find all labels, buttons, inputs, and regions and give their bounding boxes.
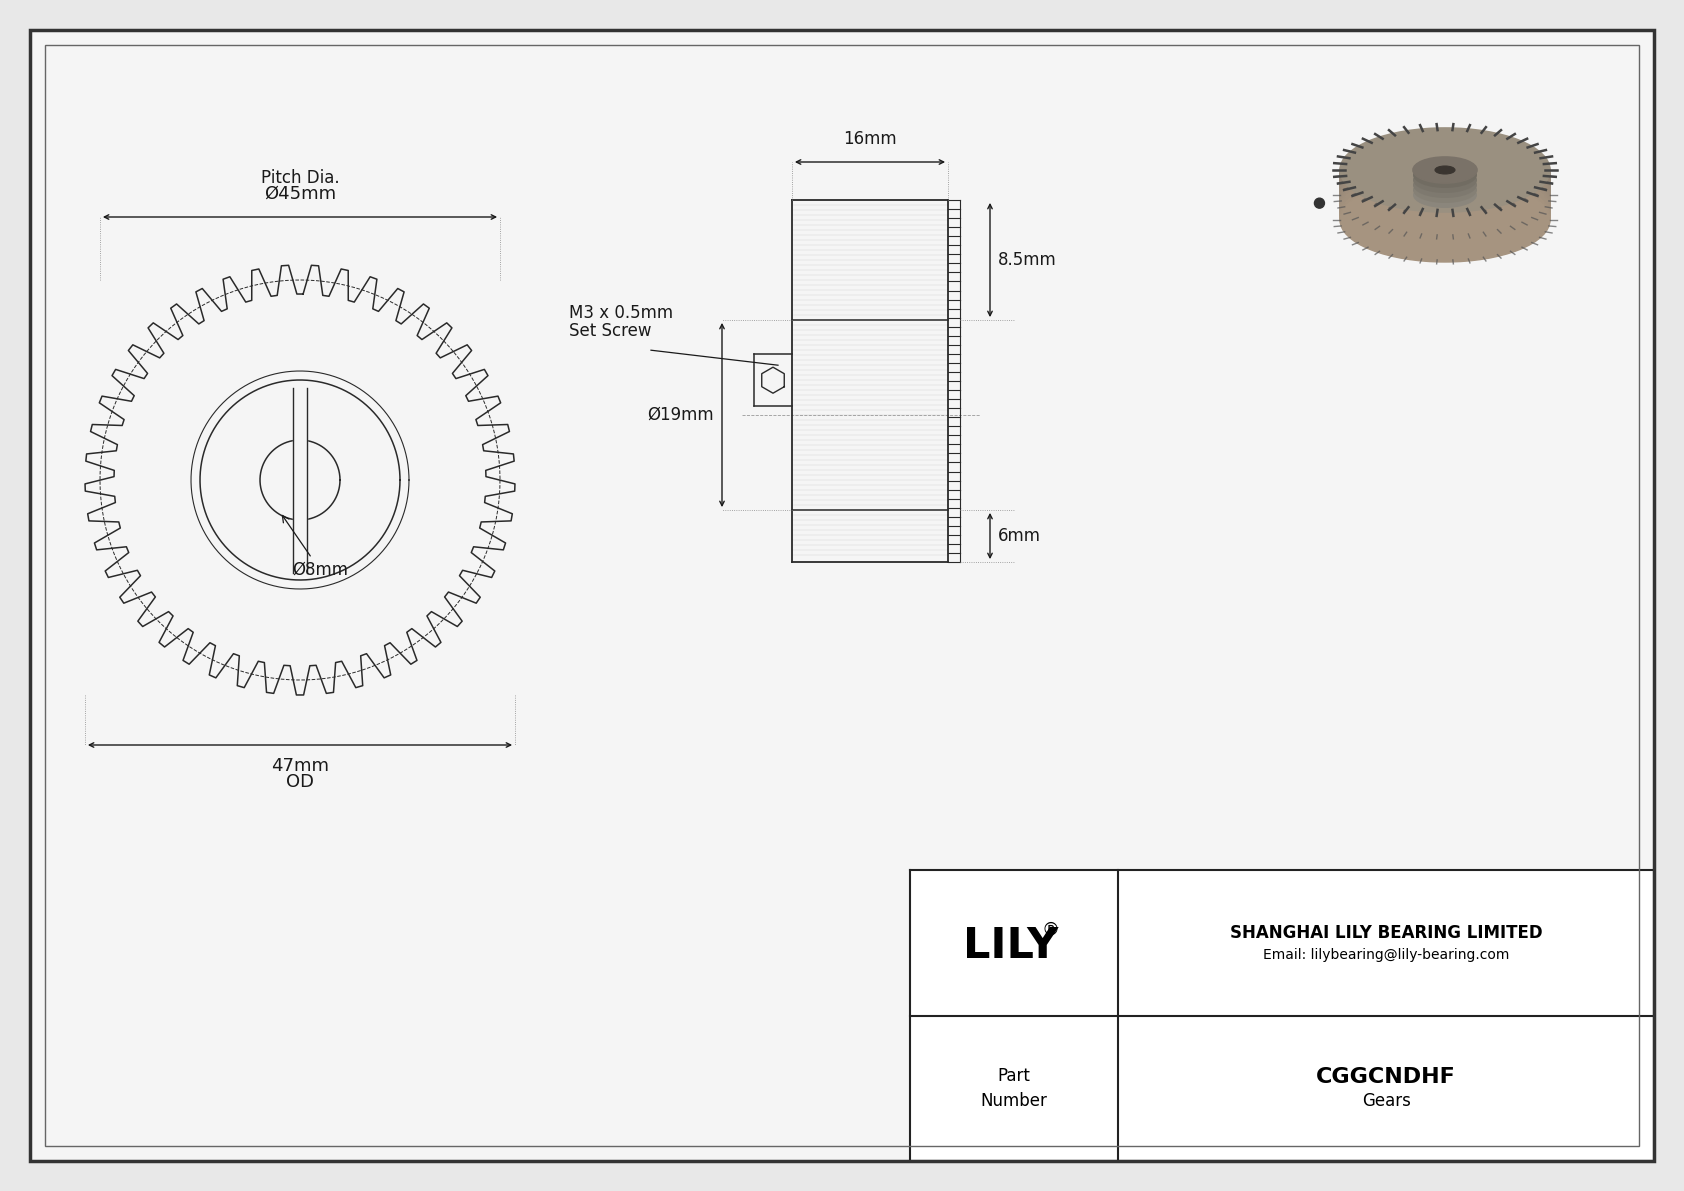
Ellipse shape (1340, 170, 1549, 254)
Text: CGGCNDHF: CGGCNDHF (1317, 1067, 1457, 1087)
Text: Ø45mm: Ø45mm (264, 185, 337, 202)
Text: Ø19mm: Ø19mm (647, 406, 714, 424)
Ellipse shape (1340, 150, 1549, 233)
Ellipse shape (1340, 162, 1549, 247)
Ellipse shape (1413, 162, 1477, 188)
Ellipse shape (1340, 132, 1549, 216)
Text: OD: OD (286, 773, 313, 791)
Ellipse shape (1340, 136, 1549, 220)
Text: SHANGHAI LILY BEARING LIMITED: SHANGHAI LILY BEARING LIMITED (1229, 924, 1543, 942)
Ellipse shape (1340, 146, 1549, 230)
Ellipse shape (1340, 158, 1549, 242)
Ellipse shape (1340, 141, 1549, 224)
Ellipse shape (1340, 127, 1549, 212)
Ellipse shape (1340, 160, 1549, 244)
Text: ®: ® (1041, 921, 1059, 939)
Ellipse shape (1340, 130, 1549, 214)
Ellipse shape (1340, 174, 1549, 258)
Text: 47mm: 47mm (271, 757, 328, 775)
Bar (293, 387, 306, 573)
Ellipse shape (1340, 177, 1549, 262)
Circle shape (1315, 198, 1324, 208)
Ellipse shape (1340, 172, 1549, 256)
Text: Set Screw: Set Screw (569, 323, 652, 341)
Ellipse shape (1413, 157, 1477, 183)
Text: 6mm: 6mm (999, 526, 1041, 545)
Text: 16mm: 16mm (844, 130, 898, 148)
Text: Gears: Gears (1362, 1092, 1411, 1110)
Text: Ø8mm: Ø8mm (283, 516, 349, 579)
Ellipse shape (1340, 138, 1549, 222)
Ellipse shape (1340, 176, 1549, 260)
Ellipse shape (1340, 156, 1549, 241)
Text: LILY: LILY (963, 924, 1058, 967)
Ellipse shape (1340, 164, 1549, 248)
Ellipse shape (1340, 135, 1549, 218)
Ellipse shape (1340, 148, 1549, 232)
Ellipse shape (1340, 168, 1549, 252)
Text: Email: lilybearing@lily-bearing.com: Email: lilybearing@lily-bearing.com (1263, 948, 1509, 962)
Text: 8.5mm: 8.5mm (999, 251, 1058, 269)
Ellipse shape (1340, 166, 1549, 250)
Text: Part
Number: Part Number (980, 1067, 1047, 1110)
Ellipse shape (1340, 154, 1549, 238)
Ellipse shape (1340, 144, 1549, 227)
Ellipse shape (1340, 152, 1549, 236)
Bar (909, 869, 1654, 1161)
Ellipse shape (1435, 166, 1455, 174)
Ellipse shape (1413, 172, 1477, 198)
Ellipse shape (1413, 182, 1477, 208)
Ellipse shape (1340, 142, 1549, 226)
Text: Pitch Dia.: Pitch Dia. (261, 169, 338, 187)
Ellipse shape (1413, 177, 1477, 202)
Ellipse shape (1413, 167, 1477, 193)
Text: M3 x 0.5mm: M3 x 0.5mm (569, 304, 674, 323)
